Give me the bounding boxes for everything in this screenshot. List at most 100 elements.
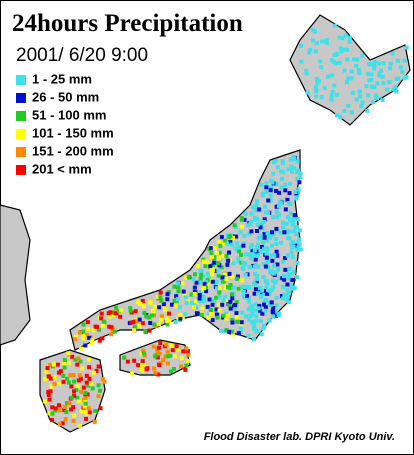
station-dot	[165, 316, 170, 321]
station-dot	[208, 264, 213, 269]
station-dot	[184, 300, 189, 305]
station-dot	[186, 298, 191, 303]
station-dot	[140, 359, 145, 364]
station-dot	[201, 299, 206, 303]
station-dot	[153, 354, 158, 359]
station-dot	[223, 238, 228, 243]
station-dot	[251, 337, 256, 341]
station-dot	[205, 260, 210, 265]
station-dot	[225, 241, 230, 246]
station-dot	[271, 171, 276, 176]
station-dot	[265, 231, 270, 236]
station-dot	[286, 276, 291, 281]
station-dot	[236, 331, 241, 336]
station-dot	[90, 338, 95, 343]
station-dot	[176, 281, 180, 286]
station-dot	[261, 326, 266, 331]
station-dot	[398, 65, 403, 70]
station-dot	[136, 363, 141, 368]
station-dot	[87, 376, 92, 381]
station-dot	[119, 308, 124, 313]
station-dot	[250, 248, 255, 253]
station-dot	[263, 305, 268, 310]
station-dot	[338, 114, 343, 119]
station-dot	[224, 328, 229, 333]
station-dot	[237, 249, 242, 254]
credit: Flood Disaster lab. DPRI Kyoto Univ.	[204, 431, 395, 443]
station-dot	[219, 265, 224, 270]
station-dot	[274, 210, 279, 215]
station-dot	[358, 94, 363, 99]
station-dot	[96, 364, 101, 369]
station-dot	[158, 341, 163, 345]
station-dot	[281, 170, 286, 175]
station-dot	[142, 304, 146, 309]
station-dot	[256, 264, 261, 269]
station-dot	[342, 109, 347, 113]
station-dot	[256, 291, 260, 296]
station-dot	[261, 191, 266, 196]
station-dot	[144, 367, 149, 372]
station-dot	[223, 294, 228, 299]
station-dot	[228, 306, 233, 311]
station-dot	[246, 334, 251, 339]
station-dot	[288, 211, 293, 216]
station-dot	[219, 235, 224, 240]
station-dot	[240, 217, 244, 222]
station-dot	[258, 318, 263, 323]
station-dot	[155, 355, 160, 360]
station-dot	[274, 215, 279, 219]
station-dot	[286, 300, 291, 305]
station-dot	[227, 250, 231, 255]
station-dot	[226, 285, 230, 290]
station-dot	[47, 411, 52, 416]
station-dot	[216, 261, 220, 266]
station-dot	[101, 319, 106, 324]
station-dot	[228, 240, 233, 245]
station-dot	[295, 275, 299, 280]
station-dot	[181, 349, 186, 354]
station-dot	[85, 392, 90, 397]
station-dot	[252, 326, 257, 331]
station-dot	[248, 245, 253, 250]
station-dot	[271, 285, 276, 290]
station-dot	[332, 23, 337, 28]
station-dot	[252, 217, 257, 222]
station-dot	[183, 367, 188, 372]
station-dot	[248, 222, 253, 227]
station-dot	[77, 373, 82, 378]
station-dot	[217, 308, 222, 313]
station-dot	[221, 254, 226, 259]
station-dot	[63, 417, 68, 422]
station-dot	[214, 307, 219, 312]
station-dot	[72, 379, 77, 384]
station-dot	[96, 383, 101, 388]
station-dot	[50, 411, 55, 416]
station-dot	[212, 256, 217, 261]
station-dot	[209, 312, 214, 316]
station-dot	[69, 407, 74, 412]
station-dot	[264, 279, 269, 283]
station-dot	[279, 240, 284, 245]
station-dot	[259, 234, 263, 239]
station-dot	[192, 289, 197, 294]
station-dot	[374, 95, 379, 100]
station-dot	[254, 202, 259, 207]
station-dot	[295, 261, 300, 266]
station-dot	[304, 71, 309, 76]
station-dot	[391, 87, 396, 92]
station-dot	[341, 47, 346, 52]
station-dot	[261, 262, 266, 267]
station-dot	[340, 36, 345, 41]
station-dot	[292, 228, 297, 233]
station-dot	[241, 289, 246, 294]
station-dot	[354, 63, 359, 68]
station-dot	[286, 291, 291, 296]
station-dot	[234, 311, 239, 315]
station-dot	[274, 189, 279, 193]
station-dot	[318, 59, 323, 64]
station-dot	[381, 81, 386, 86]
station-dot	[71, 373, 76, 377]
station-dot	[295, 159, 300, 164]
legend-bg	[12, 89, 122, 107]
